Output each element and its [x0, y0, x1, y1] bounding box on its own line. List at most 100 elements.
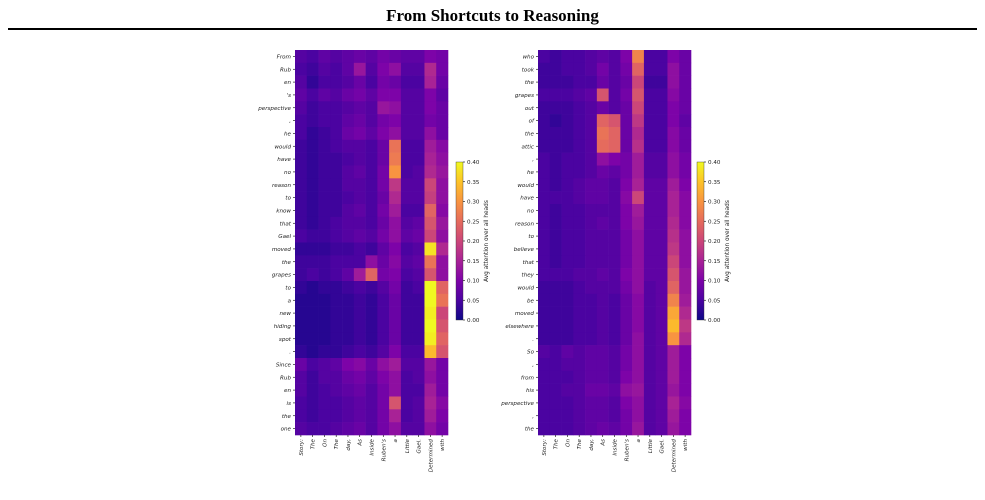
heatmap-cell — [365, 75, 378, 89]
heatmap-cell — [389, 101, 402, 115]
heatmap-cell — [424, 409, 437, 423]
heatmap-cell — [436, 422, 449, 436]
heatmap-cell — [573, 229, 586, 243]
heatmap-cell — [667, 191, 680, 205]
y-tick-label: spot — [279, 337, 292, 343]
heatmap-cell — [655, 127, 668, 141]
heatmap-cell — [679, 88, 692, 102]
heatmap-cell — [549, 370, 562, 384]
heatmap-cell — [561, 281, 574, 295]
heatmap-cell — [655, 204, 668, 218]
heatmap-cell — [412, 319, 425, 333]
heatmap-cell — [596, 396, 609, 410]
heatmap-cell — [608, 268, 621, 282]
heatmap-cell — [342, 383, 355, 397]
heatmap-cell — [330, 127, 343, 141]
heatmap-cell — [585, 165, 598, 179]
heatmap-cell — [295, 178, 308, 192]
y-tick-label: Since — [276, 362, 292, 368]
heatmap-cell — [585, 332, 598, 346]
heatmap-cell — [365, 50, 378, 64]
heatmap-cell — [295, 422, 308, 436]
y-tick-label: know — [276, 208, 291, 214]
heatmap-cell — [585, 242, 598, 256]
heatmap-cell — [377, 383, 390, 397]
heatmap-cell — [655, 62, 668, 76]
heatmap-cell — [412, 165, 425, 179]
heatmap-cell — [667, 165, 680, 179]
heatmap-cell — [643, 165, 656, 179]
heatmap-cell — [632, 383, 645, 397]
heatmap-cell — [295, 242, 308, 256]
heatmap-cell — [596, 370, 609, 384]
heatmap-cell — [353, 62, 366, 76]
heatmap-cell — [608, 75, 621, 89]
heatmap-cell — [318, 165, 331, 179]
heatmap-cell — [632, 409, 645, 423]
heatmap-cell — [306, 422, 319, 436]
heatmap-cell — [318, 127, 331, 141]
heatmap-cell — [549, 306, 562, 320]
y-tick-label: moved — [515, 311, 535, 317]
heatmap-cell — [538, 114, 551, 128]
colorbar-tick-label: 0.30 — [708, 200, 721, 206]
heatmap-cell — [318, 204, 331, 218]
heatmap-cell — [679, 127, 692, 141]
x-tick-label: day, — [346, 439, 352, 451]
heatmap-cell — [365, 191, 378, 205]
heatmap-cell — [412, 281, 425, 295]
heatmap-cell — [538, 127, 551, 141]
heatmap-cell — [585, 139, 598, 153]
heatmap-cell — [643, 75, 656, 89]
heatmap-cell — [330, 383, 343, 397]
heatmap-cell — [585, 204, 598, 218]
heatmap-cell — [353, 370, 366, 384]
heatmap-cell — [295, 204, 308, 218]
heatmap-cell — [342, 345, 355, 359]
heatmap-cell — [330, 114, 343, 128]
heatmap-cell — [389, 242, 402, 256]
heatmap-cell — [389, 204, 402, 218]
heatmap-cell — [585, 75, 598, 89]
heatmap-cell — [306, 204, 319, 218]
heatmap-cell — [412, 255, 425, 269]
heatmap-cell — [424, 281, 437, 295]
heatmap-cell — [295, 50, 308, 64]
heatmap-cell — [620, 191, 633, 205]
heatmap-cell — [655, 281, 668, 295]
colorbar-tick-label: 0.25 — [708, 219, 721, 225]
heatmap-cell — [643, 345, 656, 359]
heatmap-cell — [643, 268, 656, 282]
heatmap-cell — [655, 139, 668, 153]
heatmap-cell — [400, 178, 413, 192]
heatmap-cell — [596, 101, 609, 115]
y-tick-label: is — [287, 401, 292, 407]
heatmap-cell — [679, 114, 692, 128]
heatmap-cell — [655, 165, 668, 179]
heatmap-cell — [306, 383, 319, 397]
heatmap-cell — [412, 127, 425, 141]
heatmap-cell — [365, 396, 378, 410]
heatmap-cell — [549, 178, 562, 192]
x-tick-label: Story: — [299, 439, 305, 456]
heatmap-cell — [424, 62, 437, 76]
heatmap-cell — [608, 332, 621, 346]
colorbar-label: Avg attention over all heads — [484, 200, 490, 282]
heatmap-cell — [549, 255, 562, 269]
heatmap-cell — [608, 319, 621, 333]
heatmap-cell — [549, 332, 562, 346]
heatmap-cell — [655, 114, 668, 128]
heatmap-cell — [608, 370, 621, 384]
y-tick-label: 's — [287, 93, 292, 99]
heatmap-cell — [424, 114, 437, 128]
heatmap-cell — [596, 127, 609, 141]
y-tick-label: no — [527, 208, 535, 214]
heatmap-cell — [400, 306, 413, 320]
heatmap-cell — [306, 50, 319, 64]
heatmap-cell — [306, 306, 319, 320]
heatmap-cell — [389, 88, 402, 102]
heatmap-cell — [365, 114, 378, 128]
heatmap-cell — [608, 358, 621, 372]
colorbar-tick-label: 0.15 — [467, 259, 480, 265]
heatmap-cell — [400, 139, 413, 153]
